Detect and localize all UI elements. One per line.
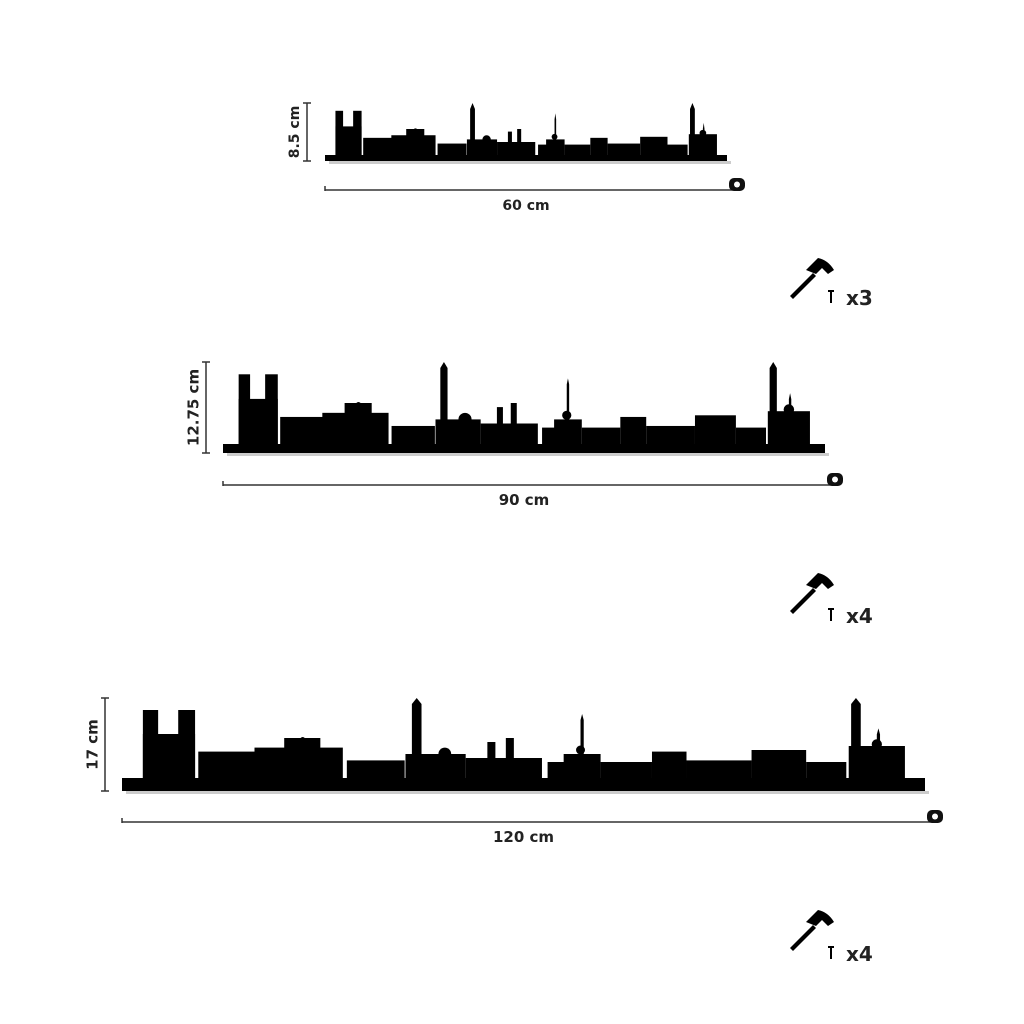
spire (876, 728, 881, 778)
spire (769, 362, 777, 444)
spire (690, 103, 695, 155)
dome (355, 402, 362, 408)
dome (482, 135, 491, 144)
building (590, 137, 608, 155)
skyline-shadow (126, 791, 929, 794)
hammer-handle (790, 925, 816, 951)
tape-measure-dot (932, 813, 938, 820)
nail-count: x4 (846, 604, 873, 628)
building (497, 142, 536, 155)
building (198, 751, 257, 778)
dome (413, 128, 418, 132)
nail-icon (830, 947, 832, 959)
skyline (122, 698, 929, 794)
building (581, 427, 621, 444)
hammer-icon (790, 910, 834, 951)
building (640, 136, 668, 155)
building (346, 760, 405, 778)
building (651, 751, 687, 778)
building (406, 129, 425, 155)
skyline (325, 103, 731, 164)
building (505, 738, 514, 778)
building (465, 758, 542, 778)
hammer-handle (790, 588, 816, 614)
size-panel: 8.5 cm 60 cm x3 (287, 102, 873, 310)
dome (438, 747, 452, 761)
skyline-base (223, 444, 825, 453)
building (667, 144, 688, 155)
building (353, 110, 362, 155)
dome (300, 737, 306, 743)
building (238, 374, 251, 444)
building (496, 407, 503, 444)
nail-icon (830, 291, 832, 303)
building (620, 416, 647, 444)
building (646, 425, 695, 444)
spire (788, 393, 792, 444)
height-label: 8.5 cm (287, 106, 303, 159)
nail-head (828, 946, 834, 948)
hammer-icon (790, 258, 834, 299)
nail-count: x3 (846, 286, 873, 310)
skyline-base (122, 778, 925, 791)
building (142, 710, 159, 778)
building (600, 762, 652, 778)
width-label: 60 cm (502, 198, 549, 214)
building (735, 427, 767, 444)
building (517, 129, 522, 155)
nail-icon (830, 609, 832, 621)
skyline-shadow (329, 161, 731, 164)
tape-measure-dot (832, 476, 838, 483)
spire (702, 122, 705, 155)
height-label: 17 cm (84, 719, 102, 770)
building (284, 738, 321, 778)
building (363, 137, 393, 155)
hammer-head (806, 910, 834, 926)
building (265, 374, 278, 444)
nail-head (828, 608, 834, 610)
building (564, 144, 591, 155)
building (391, 425, 435, 444)
hammer-handle (790, 273, 816, 299)
width-label: 120 cm (493, 828, 554, 846)
skyline-shadow (227, 453, 829, 456)
hammer-head (806, 573, 834, 589)
building (806, 762, 847, 778)
spire (440, 362, 448, 444)
building (280, 416, 324, 444)
building (344, 403, 372, 444)
skyline-base (325, 155, 727, 161)
size-panel: 12.75 cm 90 cm x4 (185, 361, 873, 628)
building (751, 750, 807, 778)
building (480, 423, 538, 444)
building (694, 415, 736, 444)
hammer-icon (790, 573, 834, 614)
spire (566, 378, 570, 444)
skyline (223, 362, 829, 456)
spire (851, 698, 861, 778)
building (510, 403, 517, 444)
dome (458, 412, 472, 426)
building (335, 110, 344, 155)
building (507, 131, 512, 155)
nail-count: x4 (846, 942, 873, 966)
building (487, 742, 496, 778)
hammer-head (806, 258, 834, 274)
nail-head (828, 290, 834, 292)
building (437, 143, 467, 155)
spire (411, 698, 422, 778)
tape-measure-dot (734, 181, 740, 188)
building (686, 760, 752, 778)
spire (580, 714, 584, 778)
width-label: 90 cm (499, 491, 550, 509)
size-panel: 17 cm 120 cm x4 (84, 697, 943, 966)
building (178, 710, 196, 778)
height-label: 12.75 cm (185, 369, 203, 446)
spire (470, 103, 475, 155)
building (607, 143, 641, 155)
spire (554, 113, 557, 155)
